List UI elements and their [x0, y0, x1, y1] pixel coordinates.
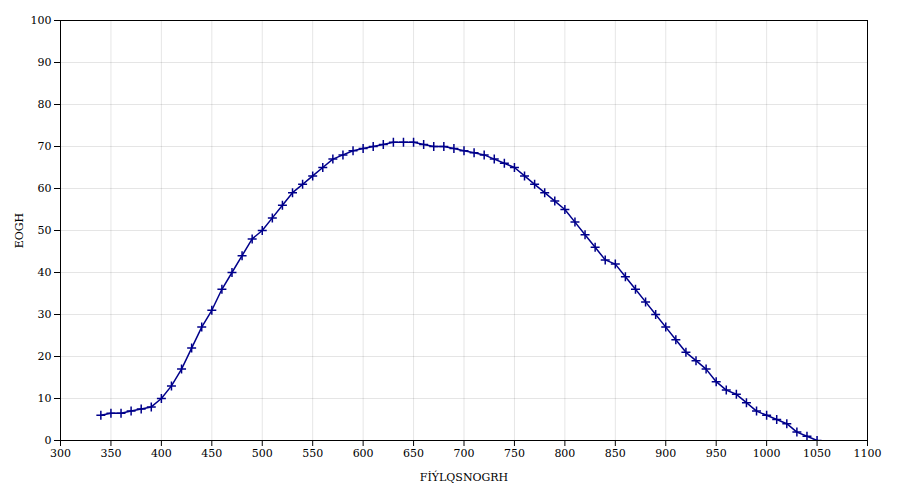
svg-text:950: 950 — [706, 447, 727, 460]
svg-text:100: 100 — [31, 14, 52, 27]
svg-text:750: 750 — [504, 447, 525, 460]
svg-text:550: 550 — [302, 447, 323, 460]
svg-text:650: 650 — [403, 447, 424, 460]
svg-text:1000: 1000 — [753, 447, 781, 460]
svg-text:450: 450 — [201, 447, 222, 460]
svg-text:1100: 1100 — [854, 447, 882, 460]
svg-text:700: 700 — [454, 447, 475, 460]
svg-text:80: 80 — [38, 98, 52, 111]
svg-text:50: 50 — [38, 224, 52, 237]
svg-text:20: 20 — [38, 350, 52, 363]
svg-text:90: 90 — [38, 56, 52, 69]
svg-text:400: 400 — [151, 447, 172, 460]
svg-text:EOGH: EOGH — [13, 213, 26, 248]
svg-text:30: 30 — [38, 308, 52, 321]
svg-text:40: 40 — [38, 266, 52, 279]
svg-text:850: 850 — [605, 447, 626, 460]
svg-text:800: 800 — [554, 447, 575, 460]
svg-text:10: 10 — [38, 392, 52, 405]
svg-text:0: 0 — [45, 434, 52, 447]
svg-text:500: 500 — [252, 447, 273, 460]
svg-text:900: 900 — [655, 447, 676, 460]
svg-text:FİÝLQSNOGRH: FİÝLQSNOGRH — [420, 470, 508, 484]
svg-text:600: 600 — [353, 447, 374, 460]
svg-text:300: 300 — [50, 447, 71, 460]
svg-text:350: 350 — [100, 447, 121, 460]
svg-text:1050: 1050 — [803, 447, 831, 460]
svg-text:60: 60 — [38, 182, 52, 195]
svg-text:70: 70 — [38, 140, 52, 153]
